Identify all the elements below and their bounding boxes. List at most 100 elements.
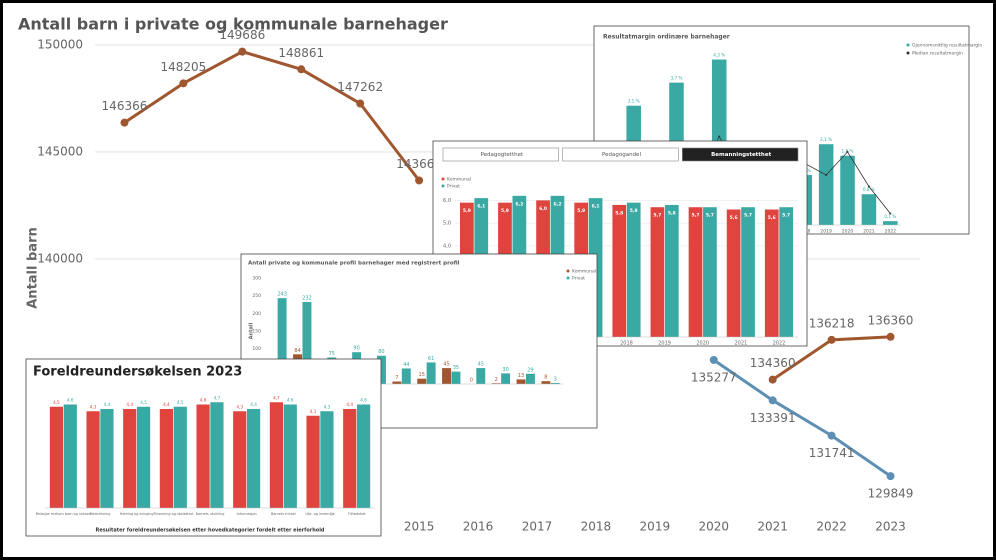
x-tick-label: 2016 [463,520,494,534]
bar [356,404,371,508]
bar [63,404,77,508]
x-tick-label: 2017 [522,520,553,534]
data-label: 149686 [219,28,265,42]
data-label: 6,1 [477,204,485,210]
bar [417,378,427,384]
x-tick-label: Barnets utvikling [196,512,225,516]
tab-label[interactable]: Bemanningstetthet [711,152,771,158]
legend-label: Privat [572,276,585,282]
y-axis-title: Antall [249,322,255,339]
data-label: 5,8 [615,210,623,216]
x-tick-label: 2019 [640,520,671,534]
x-tick-label: Informasjon [237,512,257,516]
legend-marker [566,276,570,280]
data-label: 6,0 [539,206,547,212]
data-label: 6,2 [515,201,523,207]
bar [246,409,261,508]
bar [550,382,560,384]
bar [100,409,114,508]
data-label: 15 [419,372,425,378]
bar [306,415,320,508]
bar [210,402,224,508]
y-tick-label: 6,0 [443,198,451,204]
bar [501,373,511,384]
data-label: 4,3 % [713,53,725,58]
tab[interactable] [682,147,799,162]
data-label: 6,2 [553,201,561,207]
data-label: 61 [428,356,434,362]
tab-label[interactable]: Pedagogtetthet [481,152,524,158]
data-label: 131741 [809,446,855,460]
data-label: 5,8 [668,210,676,216]
y-tick-label: 100 [252,346,261,352]
bar [703,207,717,337]
bar [516,379,526,384]
data-label: 80 [378,349,384,355]
bar [123,409,137,508]
tab[interactable] [562,147,679,162]
data-label: 243 [277,292,287,298]
data-label: 5,9 [630,208,638,214]
point [886,472,895,481]
y-tick-label: 150 [252,329,261,335]
chart-subtitle: Resultater foreldreundersøkelsen etter h… [95,528,324,534]
data-label: 136360 [868,313,914,327]
x-tick-label: Tilfredshet [347,512,367,516]
point [827,335,836,344]
data-label: 90 [353,346,359,352]
data-label: 0,1 % [884,214,896,219]
data-label: 5,9 [463,208,471,214]
data-label: 133391 [750,411,796,425]
data-label: 4,4 [346,402,353,407]
data-label: 148861 [278,46,324,60]
data-label: 45 [478,362,484,368]
data-label: 148205 [160,60,206,74]
point [179,79,188,88]
data-label: 4,1 [310,409,317,414]
tab-label[interactable]: Pedagogandel [602,152,641,158]
bar [541,381,551,384]
bar [726,209,741,337]
y-tick-label: 5,0 [443,221,451,227]
y-tick-label: 300 [252,276,261,282]
data-label: 6,1 [592,204,600,210]
point [356,99,365,108]
data-label: 4,6 [67,398,74,403]
tab[interactable] [442,147,559,162]
data-label: 134360 [750,356,796,370]
legend-label: Gjennomsnittlig resultatmargin [912,43,982,49]
y-axis-title: Antall barn [26,227,41,309]
legend-marker [906,51,910,55]
x-tick-label: 2019 [658,341,671,347]
x-tick-label: 2021 [757,520,788,534]
legend-label: Kommunal [572,269,596,275]
data-label: 4,4 [126,402,133,407]
x-tick-label: Ute- og innemiljø [305,512,334,516]
x-tick-label: Henting og bringing [120,512,154,516]
x-tick-label: 2018 [620,341,633,347]
y-tick-label: 200 [252,311,261,317]
legend-marker [441,177,445,181]
x-tick-label: 2022 [773,341,786,347]
bar [233,411,247,508]
x-tick-label: 2020 [696,341,709,347]
data-label: 4,4 [104,402,111,407]
data-label: 143665 [396,157,442,171]
data-label: 5,9 [501,208,509,214]
data-label: 4,6 [200,398,207,403]
legend-label: Kommunal [447,177,471,183]
bar [764,209,779,337]
point [889,212,892,215]
data-label: 146366 [102,99,148,113]
data-label: 5,7 [744,213,752,219]
line [712,358,892,478]
point [825,173,828,176]
bar [196,404,210,508]
point [297,65,306,74]
legend-marker [906,43,910,47]
data-label: 232 [302,296,312,302]
bar [741,207,755,337]
point [718,135,721,138]
data-label: 44 [403,362,409,368]
data-label: 147262 [337,80,383,94]
